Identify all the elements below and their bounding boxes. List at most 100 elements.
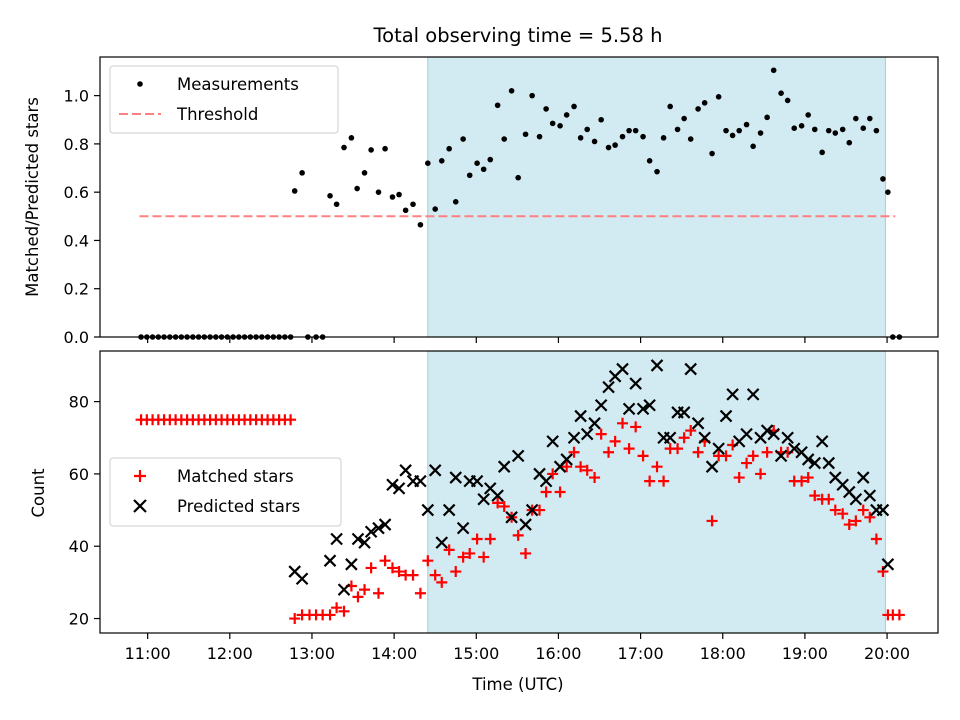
predicted-point	[643, 398, 656, 412]
x-axis: 11:00 12:00 13:00 14:00 15:00 16:00 17:00 18:00…	[125, 633, 910, 663]
matched-point	[414, 587, 426, 599]
matched-point	[436, 576, 448, 588]
matched-point	[864, 511, 876, 523]
predicted-point	[337, 583, 351, 596]
matched-point	[720, 450, 732, 462]
top-highlight-span	[427, 56, 886, 338]
measurement-point	[709, 150, 715, 157]
measurement-point	[452, 199, 459, 205]
x-tick-label: 18:00	[700, 644, 746, 663]
matched-point	[685, 425, 697, 437]
matched-point	[457, 551, 469, 563]
predicted-point	[677, 406, 691, 419]
x-axis-label: Time (UTC)	[471, 675, 563, 694]
y-tick-label: 0.0	[64, 328, 89, 347]
matched-point	[837, 508, 849, 520]
measurement-point	[591, 138, 598, 145]
matched-point	[603, 446, 615, 458]
legend-threshold-label: Threshold	[176, 105, 258, 124]
legend-predicted-marker	[133, 499, 147, 513]
x-tick-label: 16:00	[535, 644, 581, 663]
predicted-point	[330, 532, 343, 546]
predicted-point	[525, 503, 539, 517]
matched-point	[761, 446, 773, 458]
predicted-point	[477, 492, 490, 506]
matched-point	[512, 529, 524, 541]
measurement-point	[522, 131, 529, 138]
matched-point	[637, 450, 649, 462]
predicted-point	[567, 431, 581, 445]
measurement-point	[382, 145, 388, 152]
predicted-point	[588, 417, 601, 430]
measurement-point	[660, 135, 667, 141]
measurement-point	[487, 156, 494, 163]
predicted-point	[580, 427, 594, 441]
measurement-point	[743, 121, 750, 128]
matched-point	[623, 443, 635, 455]
measurement-point	[791, 125, 798, 132]
predicted-point	[787, 442, 801, 455]
measurement-point	[474, 160, 480, 167]
measurement-point	[729, 132, 736, 139]
predicted-point	[470, 474, 484, 488]
matched-point	[484, 533, 496, 545]
measurement-point	[880, 176, 886, 182]
x-tick-label: 20:00	[864, 644, 910, 663]
measurement-point	[446, 145, 452, 152]
measurement-point	[764, 114, 770, 121]
measurement-point	[605, 144, 612, 151]
matched-point	[561, 461, 573, 473]
measurement-point	[480, 166, 487, 173]
y-tick-label: 1.0	[64, 87, 89, 106]
y-tick-label: 20	[69, 610, 89, 629]
predicted-point	[622, 402, 636, 416]
measurement-point	[885, 189, 891, 195]
x-tick-label: 13:00	[289, 644, 335, 663]
measurement-point	[417, 221, 424, 228]
predicted-point	[808, 456, 822, 470]
matched-point	[870, 533, 882, 545]
x-tick-label: 19:00	[782, 644, 828, 663]
predicted-point	[822, 456, 836, 470]
matched-point	[829, 504, 841, 516]
predicted-point	[767, 427, 780, 441]
measurement-point	[368, 147, 374, 153]
bottom-y-axis: 20 40 60 80	[69, 393, 100, 629]
matched-point	[429, 569, 441, 581]
matched-point	[471, 533, 483, 545]
measurement-point	[549, 120, 556, 127]
matched-point	[857, 504, 869, 516]
matched-point	[802, 472, 814, 484]
measurement-point	[438, 157, 445, 164]
measurement-point	[839, 126, 846, 133]
matched-point	[534, 504, 546, 516]
matched-point	[443, 544, 455, 556]
measurement-point	[494, 102, 501, 109]
measurement-point	[508, 87, 515, 94]
predicted-point	[519, 518, 532, 531]
bottom-legend: Matched stars Predicted stars	[109, 457, 342, 527]
measurement-point	[873, 127, 880, 134]
y-tick-label: 0.2	[64, 280, 89, 299]
matched-point	[520, 547, 532, 559]
predicted-point	[414, 474, 427, 488]
measurement-point	[375, 189, 382, 195]
predicted-point	[691, 417, 705, 430]
matched-point	[809, 490, 821, 502]
measurement-point	[811, 126, 818, 133]
matched-point	[747, 450, 759, 462]
measurement-point	[536, 133, 543, 140]
matched-point	[478, 551, 490, 563]
measurement-point	[389, 194, 396, 200]
x-tick-label: 12:00	[207, 644, 253, 663]
predicted-point	[616, 362, 629, 376]
predicted-point	[511, 449, 525, 463]
measurement-point	[515, 174, 521, 181]
matched-point	[755, 468, 767, 480]
matched-point	[554, 486, 566, 498]
top-legend: Measurements Threshold	[109, 65, 339, 134]
matched-point	[498, 500, 510, 512]
measurement-point	[361, 170, 368, 176]
matched-point	[692, 446, 704, 458]
